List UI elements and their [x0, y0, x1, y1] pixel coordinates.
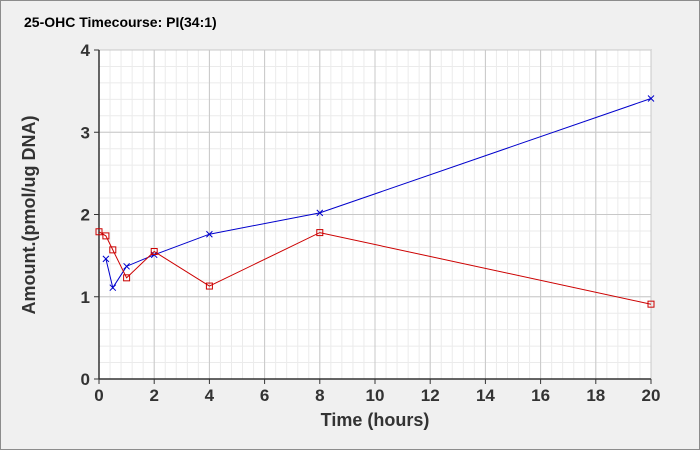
x-tick-label: 14: [476, 386, 495, 405]
marker-stroke: [109, 284, 117, 292]
x-tick-label: 0: [94, 386, 103, 405]
y-tick-label: 1: [81, 288, 90, 307]
y-axis-label: Amount.(pmol/ug DNA): [19, 116, 39, 315]
data-point-x: [102, 255, 110, 263]
data-point-x: [647, 95, 655, 102]
data-point-x: [206, 230, 213, 238]
data-point-x: [109, 284, 117, 292]
data-point-square: [150, 248, 158, 256]
data-point-x: [316, 209, 324, 217]
axes: [94, 49, 652, 384]
marker-stroke: [206, 230, 213, 238]
x-tick-label: 12: [421, 386, 440, 405]
x-axis-label: Time (hours): [321, 410, 430, 430]
y-tick-label: 2: [81, 206, 90, 225]
x-tick-label: 6: [260, 386, 269, 405]
data-point-square: [102, 232, 110, 240]
chart-title: 25-OHC Timecourse: PI(34:1): [24, 14, 217, 30]
x-tick-label: 20: [642, 386, 661, 405]
data-point-square: [123, 274, 131, 282]
x-tick-label: 8: [315, 386, 324, 405]
x-tick-label: 2: [149, 386, 158, 405]
marker-stroke: [102, 255, 110, 263]
data-point-square: [205, 282, 213, 290]
y-tick-label: 3: [81, 123, 90, 142]
data-point-square: [316, 229, 324, 237]
data-point-square: [109, 246, 117, 254]
marker-stroke: [316, 209, 324, 217]
series-line-2: [98, 231, 652, 305]
marker-stroke: [123, 262, 130, 270]
series-layer: [95, 95, 655, 308]
marker-stroke: [647, 95, 655, 102]
x-tick-label: 16: [531, 386, 550, 405]
x-tick-label: 10: [366, 386, 385, 405]
y-tick-label: 0: [81, 370, 90, 389]
x-tick-label: 4: [205, 386, 215, 405]
x-tick-label: 18: [586, 386, 605, 405]
data-point-x: [123, 262, 130, 270]
data-point-square: [95, 228, 103, 236]
data-point-square: [647, 300, 655, 308]
y-tick-label: 4: [81, 41, 91, 60]
